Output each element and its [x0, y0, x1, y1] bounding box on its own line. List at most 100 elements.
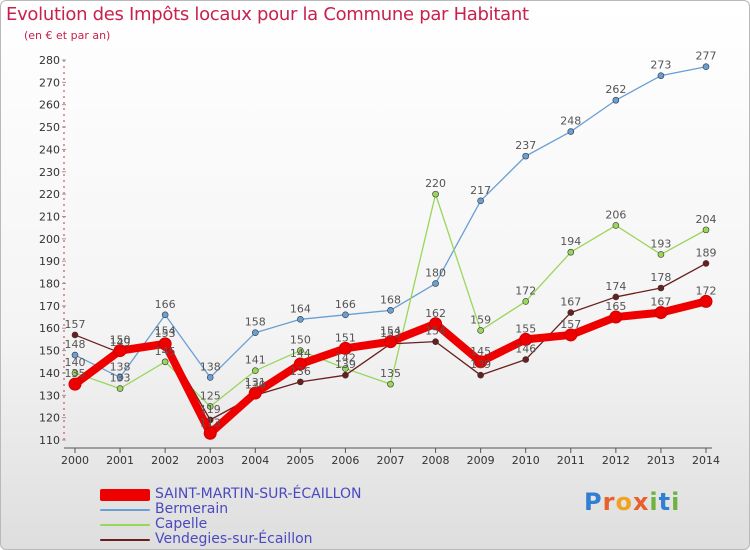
- legend-swatch-bermerain: [100, 509, 150, 511]
- legend-swatch-saint-martin: [100, 488, 150, 502]
- data-point: [477, 197, 484, 205]
- y-tick-label: 160: [39, 322, 60, 335]
- data-label: 150: [110, 334, 131, 347]
- y-tick-label: 120: [39, 412, 60, 425]
- logo-letter: x: [632, 488, 650, 516]
- data-point: [387, 380, 394, 388]
- data-point: [522, 298, 530, 305]
- y-tick-label: 180: [39, 278, 60, 291]
- data-point: [657, 284, 665, 292]
- data-label: 155: [515, 322, 536, 335]
- data-point: [567, 248, 575, 256]
- data-point: [161, 358, 169, 366]
- data-label: 135: [65, 367, 86, 380]
- data-label: 133: [110, 372, 131, 385]
- data-point: [702, 63, 710, 71]
- data-label: 157: [65, 318, 86, 331]
- data-label: 189: [696, 246, 717, 259]
- data-point: [338, 341, 352, 355]
- data-point: [429, 317, 443, 331]
- data-point: [297, 378, 304, 386]
- data-label: 136: [290, 365, 311, 378]
- data-point: [522, 356, 530, 363]
- y-tick-label: 280: [39, 54, 60, 67]
- data-label: 193: [650, 237, 671, 250]
- data-point: [657, 251, 665, 258]
- x-tick-label: 2004: [241, 454, 269, 467]
- data-point: [161, 311, 169, 319]
- logo-letter: r: [602, 488, 616, 516]
- data-point: [654, 306, 668, 320]
- x-tick-label: 2011: [557, 454, 585, 467]
- data-point: [474, 355, 488, 369]
- data-point: [477, 327, 484, 334]
- data-label: 248: [560, 115, 581, 128]
- x-tick-label: 2008: [422, 454, 450, 467]
- data-point: [612, 293, 620, 301]
- legend-swatch-capelle: [100, 524, 150, 526]
- data-label: 125: [200, 389, 221, 402]
- data-label: 135: [380, 367, 401, 380]
- x-tick-label: 2013: [647, 454, 675, 467]
- data-label: 151: [335, 331, 356, 344]
- data-label: 277: [696, 50, 717, 63]
- data-label: 164: [290, 302, 311, 315]
- data-point: [248, 386, 262, 400]
- y-tick-label: 110: [39, 434, 60, 447]
- data-point: [432, 190, 439, 198]
- data-label: 153: [155, 327, 176, 340]
- data-label: 237: [515, 139, 536, 152]
- logo-letter: i: [649, 488, 659, 516]
- data-point: [567, 309, 575, 316]
- y-tick-label: 130: [39, 389, 60, 402]
- data-point: [702, 226, 710, 234]
- data-label: 168: [380, 293, 401, 306]
- data-label: 217: [470, 184, 491, 197]
- data-point: [342, 365, 349, 372]
- x-tick-label: 2014: [692, 454, 720, 467]
- data-label: 162: [425, 307, 446, 320]
- data-label: 142: [335, 351, 356, 364]
- chart-title: Evolution des Impôts locaux pour la Comm…: [6, 4, 529, 25]
- data-point: [203, 426, 217, 440]
- y-tick-label: 210: [39, 210, 60, 223]
- data-label: 145: [155, 345, 176, 358]
- x-tick-label: 2003: [196, 454, 224, 467]
- y-tick-label: 270: [39, 76, 60, 89]
- data-label: 220: [425, 177, 446, 190]
- legend-label-saint-martin: SAINT-MARTIN-SUR-ÉCAILLON: [155, 486, 362, 502]
- logo-letter: P: [584, 488, 603, 516]
- data-point: [116, 374, 124, 381]
- y-tick-label: 190: [39, 255, 60, 268]
- data-label: 130: [245, 378, 266, 391]
- data-label: 262: [605, 83, 626, 96]
- chart-subtitle: (en € et par an): [24, 29, 111, 42]
- data-label: 141: [245, 354, 266, 367]
- data-label: 144: [290, 347, 311, 360]
- legend-label-capelle: Capelle: [155, 516, 208, 532]
- data-point: [113, 344, 127, 358]
- y-tick-label: 200: [39, 233, 60, 246]
- data-label: 138: [110, 360, 131, 373]
- data-label: 206: [605, 208, 626, 221]
- data-point: [384, 335, 397, 349]
- data-point: [68, 377, 82, 391]
- data-point: [297, 315, 304, 323]
- data-point: [432, 338, 439, 345]
- data-point: [206, 374, 214, 381]
- data-label: 178: [650, 271, 671, 284]
- logo-letter: t: [658, 488, 672, 516]
- x-tick-label: 2005: [286, 454, 314, 467]
- data-label: 194: [560, 235, 581, 248]
- data-point: [116, 385, 124, 392]
- data-point: [609, 310, 623, 324]
- data-point: [612, 222, 620, 229]
- data-point: [297, 347, 304, 354]
- data-point: [699, 294, 713, 308]
- data-label: 172: [696, 284, 717, 297]
- data-point: [567, 128, 575, 135]
- data-point: [71, 369, 79, 377]
- legend-label-bermerain: Bermerain: [155, 501, 229, 517]
- x-tick-label: 2006: [331, 454, 359, 467]
- legend-label-vendegies: Vendegies-sur-Écaillon: [155, 531, 313, 547]
